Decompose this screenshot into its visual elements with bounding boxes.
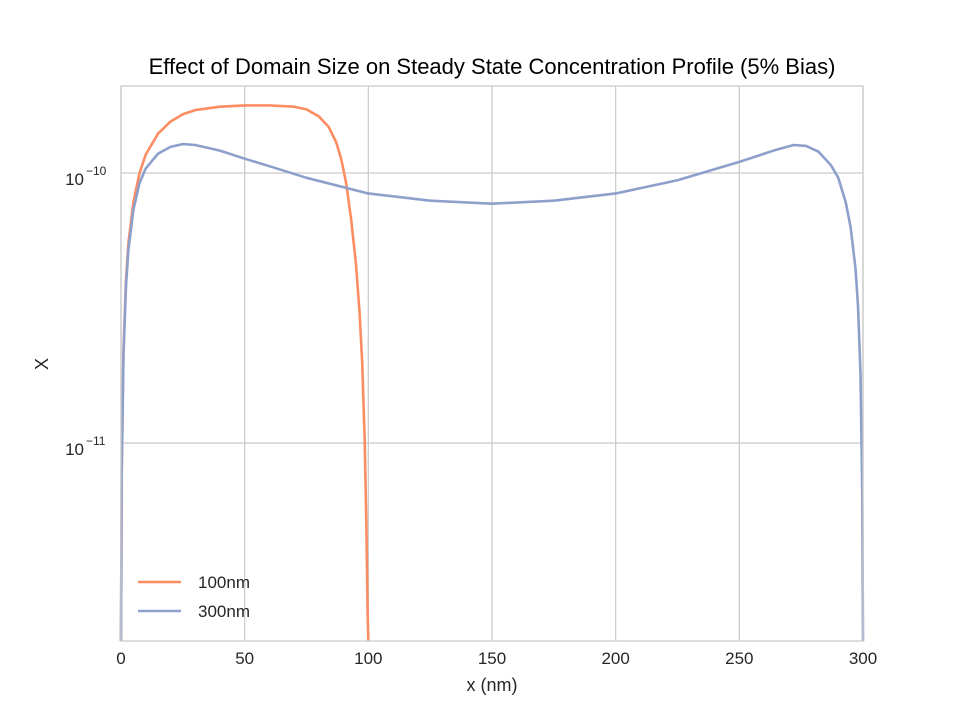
x-tick-label: 100 bbox=[354, 649, 382, 668]
y-tick-base: 10 bbox=[65, 440, 84, 459]
legend-entry: 100nm bbox=[138, 573, 250, 592]
x-tick-labels: 0 50 100 150 200 250 300 bbox=[116, 649, 877, 668]
y-axis-label: X bbox=[32, 358, 52, 370]
x-axis-label: x (nm) bbox=[467, 675, 518, 695]
legend-label: 100nm bbox=[198, 573, 250, 592]
x-tick-label: 0 bbox=[116, 649, 125, 668]
y-tick-label: 10 −11 bbox=[65, 434, 106, 459]
y-tick-exponent: −10 bbox=[86, 164, 107, 178]
x-tick-label: 50 bbox=[235, 649, 254, 668]
y-tick-label: 10 −10 bbox=[65, 164, 107, 189]
legend: 100nm 300nm bbox=[138, 573, 250, 621]
y-tick-base: 10 bbox=[65, 170, 84, 189]
series-line-300nm bbox=[119, 142, 865, 642]
x-tick-label: 300 bbox=[849, 649, 877, 668]
plot-frame bbox=[120, 85, 864, 642]
y-gridlines bbox=[121, 172, 863, 444]
series-layer bbox=[119, 104, 865, 642]
legend-entry: 300nm bbox=[138, 602, 250, 621]
legend-label: 300nm bbox=[198, 602, 250, 621]
x-tick-label: 150 bbox=[478, 649, 506, 668]
x-tick-label: 200 bbox=[601, 649, 629, 668]
chart-title: Effect of Domain Size on Steady State Co… bbox=[149, 54, 836, 79]
y-tick-exponent: −11 bbox=[86, 434, 106, 448]
x-tick-label: 250 bbox=[725, 649, 753, 668]
